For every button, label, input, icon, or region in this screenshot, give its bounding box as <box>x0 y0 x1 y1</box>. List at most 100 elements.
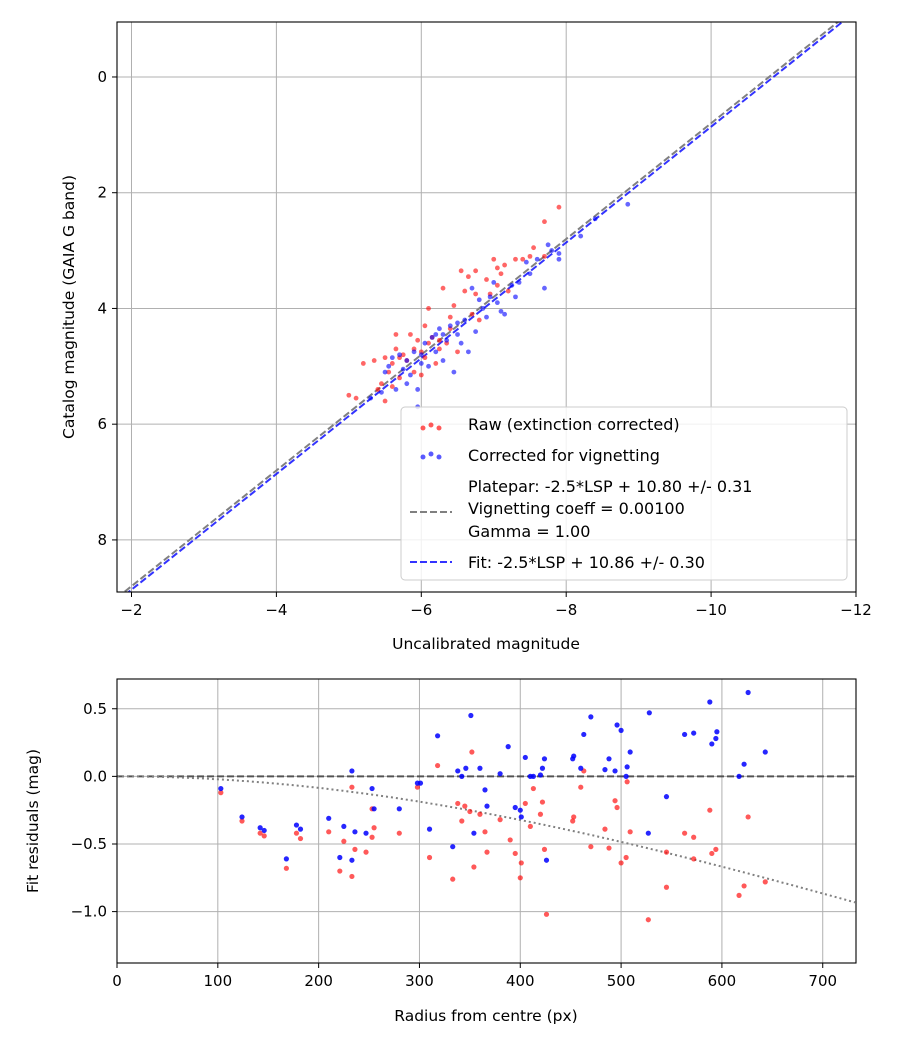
corrected-point <box>393 387 399 392</box>
raw-residual-point <box>396 830 402 836</box>
raw-point <box>393 346 399 352</box>
raw-point <box>447 314 453 320</box>
corrected-point <box>455 332 460 337</box>
raw-residual-point <box>691 834 697 840</box>
corrected-point <box>473 329 479 334</box>
raw-residual-point <box>326 829 332 835</box>
raw-residual-point <box>426 854 433 861</box>
raw-residual-point <box>588 844 594 850</box>
bottom-y-tick-label: −1.0 <box>71 903 107 921</box>
corrected-point <box>527 271 533 277</box>
corrected-point <box>437 326 442 332</box>
raw-point <box>422 323 428 329</box>
corrected-residual-point <box>646 710 652 716</box>
corrected-point <box>498 308 504 314</box>
corrected-residual-point <box>713 735 719 742</box>
bottom-y-tick-label: 0.5 <box>83 700 107 718</box>
corrected-residual-point <box>417 780 424 786</box>
raw-residual-point <box>293 830 300 836</box>
corrected-point <box>549 248 555 253</box>
raw-residual-point <box>349 784 355 790</box>
top-x-tick-label: −6 <box>410 601 432 619</box>
corrected-residual-point <box>261 827 267 834</box>
corrected-point <box>386 363 392 369</box>
corrected-residual-point <box>283 856 289 862</box>
raw-residual-point <box>736 892 742 898</box>
corrected-point <box>513 294 518 300</box>
raw-residual-point <box>467 808 473 815</box>
corrected-point <box>556 256 562 262</box>
corrected-point <box>397 352 402 358</box>
top-axes-frame <box>116 21 857 593</box>
raw-residual-point <box>239 818 245 824</box>
corrected-point <box>625 201 631 207</box>
corrected-point <box>542 285 547 291</box>
corrected-residual-point <box>539 765 546 771</box>
legend-corrected-marker <box>420 454 426 460</box>
top-ticks: −2 −4 −6 −8 −10 −12 0 2 4 6 8 <box>97 68 871 619</box>
top-chart: −2 −4 −6 −8 −10 −12 0 2 4 6 8 Uncalibrated magnitu… <box>60 21 872 653</box>
corrected-point <box>509 282 515 288</box>
corrected-residual-point <box>341 823 347 830</box>
raw-residual-point <box>349 873 355 880</box>
raw-residual-point <box>257 830 263 836</box>
raw-point <box>353 395 359 401</box>
legend-box <box>400 406 848 581</box>
raw-residual-point <box>435 762 441 769</box>
raw-point <box>426 340 431 346</box>
raw-point <box>484 277 489 282</box>
raw-residual-point <box>459 818 465 824</box>
legend-corrected-marker <box>428 451 434 457</box>
corrected-residual-point <box>614 722 620 728</box>
raw-residual-point <box>614 804 620 811</box>
corrected-point <box>433 349 439 355</box>
raw-point <box>389 361 395 366</box>
legend-gamma-label: Gamma = 1.00 <box>468 522 590 541</box>
raw-residual-point <box>745 814 751 820</box>
raw-point <box>476 317 482 323</box>
raw-point <box>473 268 479 274</box>
raw-point <box>494 282 500 288</box>
raw-point <box>531 245 536 251</box>
top-y-tick-label: 0 <box>97 68 107 86</box>
corrected-residual-point <box>239 814 245 820</box>
top-y-axis-label: Catalog magnitude (GAIA G band) <box>60 175 78 439</box>
raw-point <box>542 253 547 259</box>
legend-corrected-marker <box>436 454 442 460</box>
corrected-residual-point <box>326 815 332 821</box>
top-y-tick-label: 6 <box>97 415 107 433</box>
corrected-residual-point <box>627 749 633 755</box>
corrected-point <box>458 340 464 346</box>
corrected-residual-point <box>612 768 618 774</box>
raw-residual-point <box>477 811 483 817</box>
corrected-residual-point <box>543 857 550 863</box>
corrected-residual-point <box>606 756 612 762</box>
corrected-residual-point <box>468 712 474 719</box>
corrected-point <box>487 294 493 300</box>
raw-point <box>469 311 475 317</box>
raw-point <box>451 303 457 308</box>
corrected-residual-point <box>530 773 536 779</box>
corrected-residual-point <box>578 765 584 771</box>
raw-residual-point <box>363 849 369 855</box>
bottom-chart: 0 100 200 300 400 500 600 700 0.5 0.0 −0.5 −1.0 Rad… <box>24 678 857 1025</box>
raw-point <box>465 274 471 280</box>
corrected-residual-point <box>459 773 465 779</box>
corrected-residual-point <box>477 765 483 771</box>
corrected-residual-point <box>396 806 402 812</box>
top-x-tick-label: −10 <box>695 601 727 619</box>
raw-point <box>386 369 392 375</box>
raw-point <box>473 291 479 297</box>
legend-corrected-label: Corrected for vignetting <box>468 446 660 465</box>
raw-residual-point <box>663 884 670 890</box>
corrected-residual-point <box>505 744 511 750</box>
raw-point <box>389 384 395 389</box>
top-fit-line <box>126 22 844 592</box>
raw-residual-point <box>218 790 224 796</box>
bottom-reference-lines <box>117 775 856 904</box>
raw-point <box>422 355 428 361</box>
corrected-point <box>368 395 373 401</box>
raw-point <box>527 253 533 259</box>
corrected-residual-point <box>463 765 469 771</box>
legend-platepar-label: Platepar: -2.5*LSP + 10.80 +/- 0.31 <box>468 477 752 496</box>
